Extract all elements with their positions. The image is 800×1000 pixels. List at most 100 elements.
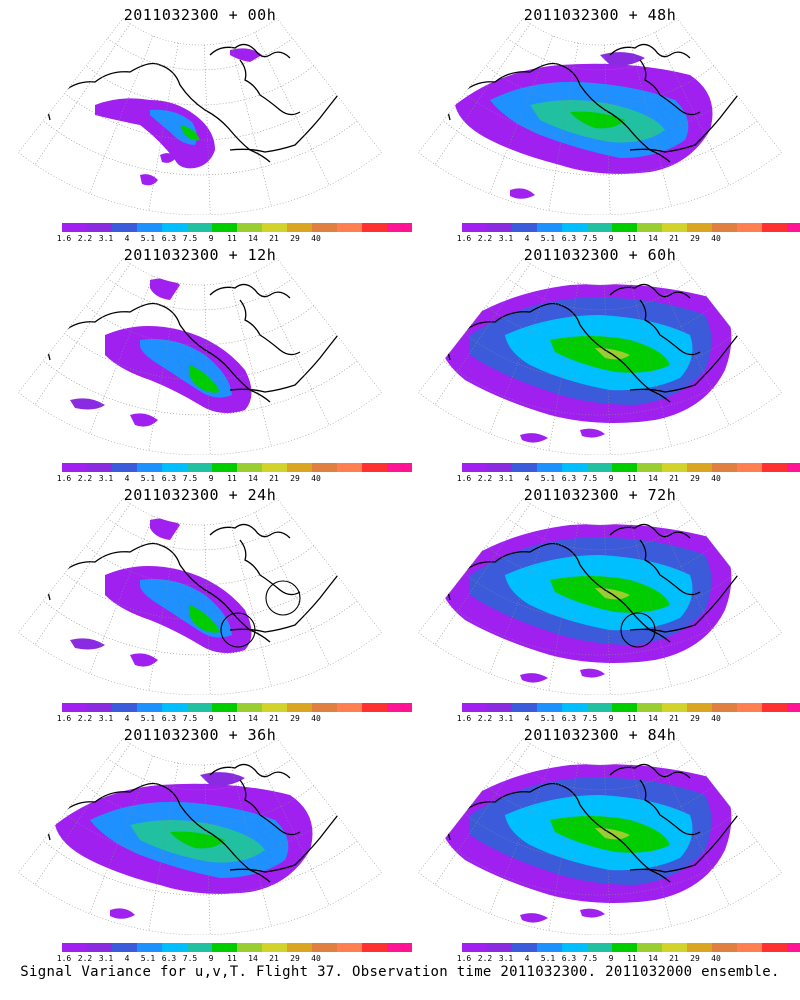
longitude-line bbox=[148, 43, 179, 211]
colorbar-label: 9 bbox=[608, 714, 614, 723]
colorbar-swatch bbox=[187, 463, 212, 472]
coastline bbox=[459, 302, 671, 403]
colorbar-swatch bbox=[387, 463, 412, 472]
colorbar-swatch bbox=[612, 223, 637, 232]
longitude-line bbox=[204, 524, 211, 695]
colorbar-swatch bbox=[512, 463, 537, 472]
variance-contour bbox=[580, 668, 605, 678]
colorbar-swatch bbox=[187, 943, 212, 952]
coastline bbox=[609, 763, 691, 779]
colorbar-swatch bbox=[462, 703, 487, 712]
colorbar-swatch bbox=[712, 223, 737, 232]
colorbar-label: 40 bbox=[311, 954, 321, 963]
colorbar-swatch bbox=[387, 223, 412, 232]
colorbar-swatch bbox=[112, 703, 137, 712]
colorbar-swatch bbox=[262, 463, 287, 472]
colorbar-swatch bbox=[762, 703, 787, 712]
colorbar-swatch bbox=[612, 463, 637, 472]
colorbar-swatch bbox=[62, 223, 87, 232]
colorbar-label: 7.5 bbox=[182, 714, 198, 723]
colorbar-swatch bbox=[262, 223, 287, 232]
forecast-panel: 2011032300 + 72h 1.6 2.2 3.1 4 5.1 6.3 7.5 9 11 14… bbox=[400, 480, 800, 723]
latitude-line bbox=[107, 757, 293, 791]
colorbar-swatch bbox=[337, 943, 362, 952]
coastline bbox=[29, 344, 51, 366]
panel-title: 2011032300 + 84h bbox=[523, 726, 677, 744]
colorbar-label: 7.5 bbox=[582, 474, 598, 483]
longitude-line bbox=[34, 23, 131, 165]
colorbar-swatch bbox=[237, 703, 262, 712]
variance-contour bbox=[150, 109, 197, 145]
variance-contour bbox=[150, 518, 180, 540]
longitude-line bbox=[629, 41, 672, 207]
coastline bbox=[239, 299, 301, 356]
colorbar-swatch bbox=[687, 703, 712, 712]
longitude-line bbox=[229, 521, 272, 687]
latitude-line bbox=[507, 757, 693, 791]
colorbar-swatch bbox=[187, 223, 212, 232]
colorbar bbox=[62, 943, 412, 952]
colorbar-swatch bbox=[287, 223, 312, 232]
polar-map bbox=[17, 498, 383, 695]
latitude-line bbox=[85, 785, 315, 826]
variance-contour bbox=[510, 188, 535, 199]
coastline bbox=[429, 824, 451, 846]
coastline bbox=[429, 344, 451, 366]
variance-contour bbox=[580, 908, 605, 918]
colorbar-swatch bbox=[537, 463, 562, 472]
colorbar-label: 4 bbox=[124, 714, 130, 723]
observation-circle bbox=[265, 580, 301, 616]
colorbar-swatch bbox=[587, 223, 612, 232]
polar-map bbox=[417, 18, 783, 215]
colorbar-swatch bbox=[62, 703, 87, 712]
colorbar-label: 6.3 bbox=[161, 234, 177, 243]
coastline bbox=[59, 782, 271, 883]
longitude-line bbox=[434, 503, 531, 645]
colorbar-label: 1.6 bbox=[456, 714, 472, 723]
colorbar-swatch bbox=[662, 943, 687, 952]
colorbar-swatch bbox=[162, 703, 187, 712]
coastline bbox=[629, 814, 739, 873]
variance-field bbox=[29, 263, 358, 455]
latitude-line bbox=[85, 65, 315, 106]
colorbar-swatch bbox=[337, 463, 362, 472]
colorbar-label: 7.5 bbox=[582, 714, 598, 723]
polar-map bbox=[17, 738, 383, 935]
colorbar-label: 11 bbox=[227, 234, 237, 243]
latitude-line bbox=[107, 37, 293, 71]
colorbar-label: 4 bbox=[124, 234, 130, 243]
colorbar-label: 21 bbox=[269, 474, 279, 483]
colorbar-swatch bbox=[687, 943, 712, 952]
colorbar-label: 29 bbox=[290, 954, 300, 963]
colorbar-swatch bbox=[512, 223, 537, 232]
colorbar-label: 9 bbox=[208, 714, 214, 723]
colorbar-swatch bbox=[112, 463, 137, 472]
colorbar-swatch bbox=[587, 703, 612, 712]
variance-contour bbox=[70, 398, 105, 410]
colorbar-label: 29 bbox=[290, 234, 300, 243]
variance-contour bbox=[520, 433, 548, 443]
colorbar-label: 5.1 bbox=[540, 714, 556, 723]
colorbar-swatch bbox=[637, 223, 662, 232]
latitude-line bbox=[485, 65, 715, 106]
colorbar-label: 21 bbox=[669, 234, 679, 243]
colorbar-swatch bbox=[62, 943, 87, 952]
colorbar-swatch bbox=[712, 703, 737, 712]
colorbar-swatch bbox=[137, 463, 162, 472]
colorbar-label: 21 bbox=[669, 714, 679, 723]
colorbar-swatch bbox=[737, 223, 762, 232]
colorbar-swatch bbox=[787, 463, 800, 472]
colorbar-label: 40 bbox=[711, 234, 721, 243]
colorbar-label: 9 bbox=[608, 234, 614, 243]
colorbar-swatch bbox=[312, 703, 337, 712]
forecast-panel: 2011032300 + 48h 1.6 2.2 3.1 4 5.1 6.3 7.5 9 11 14… bbox=[400, 0, 800, 243]
colorbar-swatch bbox=[762, 223, 787, 232]
colorbar-label: 11 bbox=[627, 474, 637, 483]
longitude-line bbox=[434, 743, 531, 885]
forecast-panel: 2011032300 + 84h 1.6 2.2 3.1 4 5.1 6.3 7.5 9 11 14… bbox=[400, 720, 800, 963]
colorbar-label: 11 bbox=[627, 714, 637, 723]
colorbar-label: 21 bbox=[269, 234, 279, 243]
colorbar bbox=[462, 463, 800, 472]
variance-contour bbox=[110, 908, 135, 919]
colorbar-swatch bbox=[537, 223, 562, 232]
